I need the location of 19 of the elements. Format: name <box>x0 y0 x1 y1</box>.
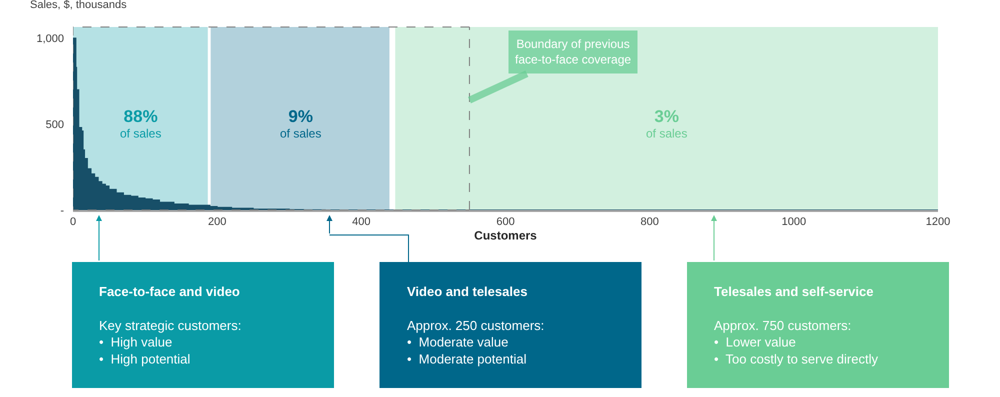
band-label: 88% of sales <box>120 107 162 141</box>
x-tick-label: 600 <box>496 216 515 228</box>
x-tick-label: 800 <box>640 216 659 228</box>
y-tick-label: 500 <box>46 118 64 131</box>
x-tick-label: 1000 <box>782 216 806 228</box>
text: Face-to-face and video Key strategic customers: • High value • High potential <box>99 284 242 367</box>
text: Telesales and self-service Approx. 750 customers: • Lower value • Too costly to serve directly <box>714 284 878 367</box>
ref-line-label: Boundary of previous face-to-face coverage <box>515 37 632 67</box>
band-label: 9% of sales <box>280 107 322 141</box>
x-axis-title: Customers <box>474 228 538 243</box>
y-axis-title: Sales, $, thousands <box>30 0 128 11</box>
x-tick-label: 0 <box>70 216 76 228</box>
y-tick-label: 1,000 <box>36 33 64 46</box>
y-tick-label: - <box>60 204 64 217</box>
x-tick-label: 1200 <box>926 216 950 228</box>
band-label: 3% of sales <box>646 107 688 141</box>
text: Video and telesales Approx. 250 customers: • Moderate value • Moderate potential <box>407 284 544 367</box>
x-tick-label: 400 <box>352 216 371 228</box>
x-tick-label: 200 <box>208 216 226 228</box>
